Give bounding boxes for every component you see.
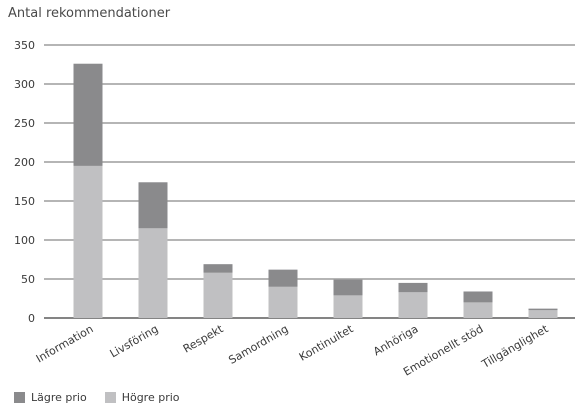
bar-respekt-lagre-prio [203, 264, 233, 273]
x-tick-samordning: Samordning [226, 322, 290, 366]
y-tick-250: 250 [14, 117, 35, 130]
x-tick-kontinuitet: Kontinuitet [297, 322, 356, 364]
bars [73, 63, 558, 318]
y-tick-150: 150 [14, 195, 35, 208]
y-tick-50: 50 [21, 273, 35, 286]
bar-information-hogre-prio [73, 165, 103, 318]
y-tick-200: 200 [14, 156, 35, 169]
y-tick-0: 0 [28, 312, 35, 325]
legend-item-lagre-prio: Lägre prio [14, 391, 87, 404]
bar-samordning-lagre-prio [268, 269, 298, 287]
bar-samordning-hogre-prio [268, 286, 298, 318]
x-tick-livsforing: Livsföring [108, 322, 161, 360]
y-tick-300: 300 [14, 78, 35, 91]
bar-information-lagre-prio [73, 63, 103, 166]
bar-tillganglighet-lagre-prio [528, 308, 558, 311]
legend-item-hogre-prio: Högre prio [104, 391, 180, 404]
x-tick-tillganglighet: Tillgänglighet [479, 322, 551, 371]
bar-anhoriga-hogre-prio [398, 292, 428, 318]
y-tick-350: 350 [14, 39, 35, 52]
legend-swatch-hogre-prio [104, 392, 116, 403]
bar-kontinuitet-lagre-prio [333, 279, 363, 296]
y-tick-100: 100 [14, 234, 35, 247]
y-axis-ticks: 0 50 100 150 200 250 300 350 [14, 39, 35, 325]
x-axis-labels: Information Livsföring Respekt Samordning Ko… [34, 322, 551, 379]
x-tick-anhoriga: Anhöriga [371, 322, 420, 358]
bar-livsforing-lagre-prio [138, 182, 168, 229]
legend-label-hogre-prio: Högre prio [121, 391, 180, 404]
bar-anhoriga-lagre-prio [398, 282, 428, 293]
bar-emotionellt-stod-hogre-prio [463, 302, 493, 318]
x-tick-information: Information [34, 322, 96, 365]
bar-kontinuitet-hogre-prio [333, 295, 363, 318]
bar-tillganglighet-hogre-prio [528, 310, 558, 318]
legend-swatch-lagre-prio [14, 392, 25, 403]
bar-emotionellt-stod-lagre-prio [463, 291, 493, 303]
legend-label-lagre-prio: Lägre prio [31, 391, 87, 404]
legend: Lägre prio Högre prio [14, 391, 198, 404]
gridlines [44, 44, 575, 319]
bar-livsforing-hogre-prio [138, 228, 168, 318]
x-tick-respekt: Respekt [181, 322, 226, 356]
y-axis-label: Antal rekommendationer [8, 6, 171, 21]
bar-respekt-hogre-prio [203, 272, 233, 318]
